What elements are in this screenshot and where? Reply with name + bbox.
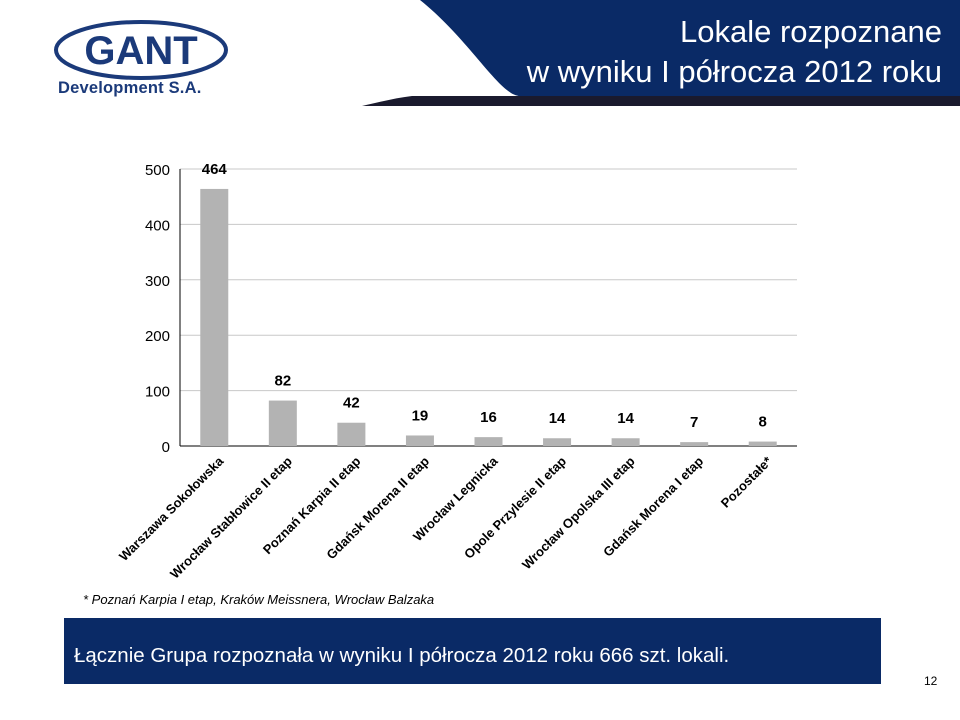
- summary-text: Łącznie Grupa rozpoznała w wyniku I półr…: [74, 644, 730, 667]
- y-tick-label: 300: [145, 273, 170, 290]
- bar: [268, 400, 297, 446]
- data-label: 14: [549, 410, 566, 427]
- data-label: 7: [690, 414, 698, 431]
- y-tick-label: 400: [145, 217, 170, 234]
- y-tick-label: 100: [145, 384, 170, 401]
- bar: [474, 437, 503, 446]
- logo-subtext: Development S.A.: [58, 79, 202, 97]
- header-banner: GANT: [54, 0, 960, 106]
- header-swoosh: [362, 96, 960, 106]
- x-tick-label: Pozostałe*: [718, 453, 776, 511]
- x-tick-label: Wrocław Stabłowice II etap: [167, 453, 295, 581]
- page-number: 12: [924, 674, 938, 688]
- y-tick-label: 0: [162, 439, 170, 456]
- header-navy-shape: [420, 0, 960, 96]
- page-title-line2: w wyniku I półrocza 2012 roku: [526, 54, 942, 89]
- y-tick-label: 500: [145, 162, 170, 179]
- y-tick-label: 200: [145, 328, 170, 345]
- data-label: 464: [202, 161, 228, 178]
- x-tick-label: Wrocław Opolska III etap: [519, 453, 638, 572]
- bar: [405, 435, 434, 446]
- logo-ellipse: [54, 20, 228, 80]
- data-label: 19: [412, 407, 429, 424]
- summary-box: Łącznie Grupa rozpoznała w wyniku I półr…: [64, 618, 881, 684]
- bar: [680, 442, 709, 446]
- bar: [200, 188, 229, 446]
- data-label: 82: [274, 373, 291, 390]
- data-label: 16: [480, 409, 497, 426]
- footnote: * Poznań Karpia I etap, Kraków Meissnera…: [83, 592, 435, 607]
- data-label: 8: [759, 414, 767, 431]
- bar: [543, 438, 572, 446]
- data-label: 42: [343, 395, 360, 412]
- bar: [748, 441, 777, 446]
- page-title: Lokale rozpoznane w wyniku I półrocza 20…: [422, 12, 942, 92]
- bar: [611, 438, 640, 446]
- bar: [337, 422, 366, 446]
- logo-text: GANT: [84, 29, 197, 73]
- page-title-line1: Lokale rozpoznane: [680, 14, 942, 49]
- data-label: 14: [617, 410, 634, 427]
